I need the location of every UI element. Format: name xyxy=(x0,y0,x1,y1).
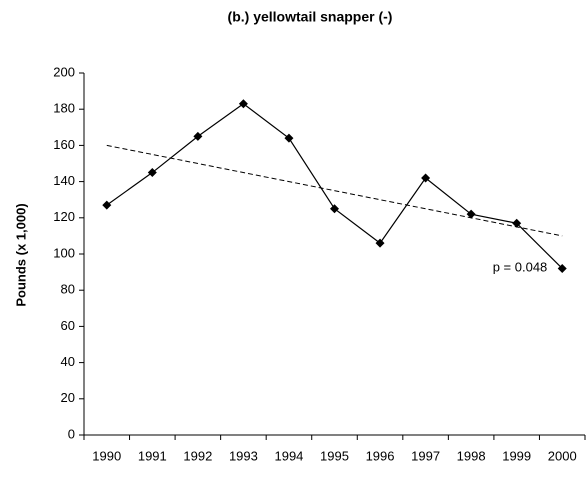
y-tick-label: 80 xyxy=(61,282,75,297)
trend-line xyxy=(106,144,563,237)
x-tick-label: 1997 xyxy=(411,448,440,463)
data-point xyxy=(557,263,567,273)
y-tick-label: 180 xyxy=(53,101,75,116)
y-tick-label: 40 xyxy=(61,354,75,369)
y-tick-label: 60 xyxy=(61,318,75,333)
y-tick-label: 100 xyxy=(53,245,75,260)
data-point xyxy=(466,209,476,219)
x-tick-label: 1996 xyxy=(366,448,395,463)
data-point xyxy=(512,218,522,228)
y-tick-label: 0 xyxy=(68,426,75,441)
annotation: p = 0.048 xyxy=(493,259,548,274)
data-point xyxy=(330,204,339,214)
data-point xyxy=(421,173,431,183)
data-point xyxy=(147,168,157,178)
x-tick-label: 1994 xyxy=(274,448,303,463)
y-tick-label: 20 xyxy=(61,390,75,405)
data-point xyxy=(102,200,112,210)
data-point xyxy=(284,133,294,143)
y-axis-label: Pounds (x 1,000) xyxy=(13,203,28,306)
x-tick-label: 1999 xyxy=(502,448,531,463)
y-tick-label: 160 xyxy=(53,137,75,152)
chart-title: (b.) yellowtail snapper (-) xyxy=(228,9,393,25)
y-tick-label: 120 xyxy=(53,209,75,224)
x-tick-label: 1993 xyxy=(229,448,258,463)
x-tick-label: 2000 xyxy=(548,448,577,463)
x-tick-label: 1992 xyxy=(183,448,212,463)
y-tick-label: 140 xyxy=(53,173,75,188)
x-tick-label: 1995 xyxy=(320,448,349,463)
y-tick-label: 200 xyxy=(53,64,75,79)
data-point xyxy=(375,238,385,248)
data-point xyxy=(193,131,203,141)
x-tick-label: 1990 xyxy=(92,448,121,463)
data-line xyxy=(106,103,563,269)
x-tick-label: 1998 xyxy=(457,448,486,463)
x-tick-label: 1991 xyxy=(138,448,167,463)
data-point xyxy=(238,99,248,109)
